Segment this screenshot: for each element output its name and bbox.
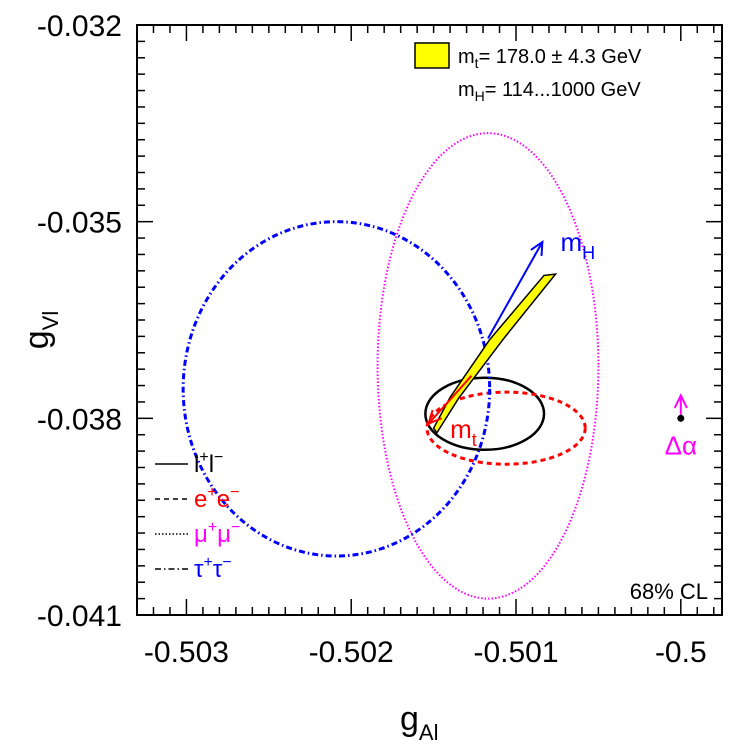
x-axis-label-sub: Al bbox=[419, 720, 439, 745]
legend-bottom: l+l− e+e− μ+μ− τ+τ− bbox=[155, 449, 240, 583]
axis-tick-labels: -0.503 -0.502 -0.501 -0.5 -0.032 -0.035 -0.038… bbox=[37, 10, 707, 669]
delta-alpha-label: Δα bbox=[665, 430, 697, 460]
y-tick-label: -0.035 bbox=[37, 207, 122, 240]
arrow-H-head bbox=[530, 239, 544, 257]
y-axis-label: gVl bbox=[18, 311, 63, 349]
arrow-H bbox=[487, 241, 544, 339]
legend-label-1: e+e− bbox=[194, 484, 239, 513]
legend-label-3: τ+τ− bbox=[194, 554, 232, 583]
delta-alpha-point bbox=[677, 414, 685, 422]
cl-label: 68% CL bbox=[630, 579, 708, 604]
y-tick-label: -0.041 bbox=[37, 600, 122, 633]
contour-1 bbox=[425, 390, 587, 466]
delta-alpha-arrow-head bbox=[673, 393, 688, 409]
x-tick-label: -0.5 bbox=[655, 636, 707, 669]
legend-band-swatch bbox=[414, 42, 450, 69]
y-axis-label-sub: Vl bbox=[38, 311, 63, 331]
legend-top: mt= 178.0 ± 4.3 GeV mH= 114...1000 GeV bbox=[414, 42, 642, 104]
legend-label-0: l+l− bbox=[194, 449, 223, 478]
arrow-t bbox=[427, 375, 473, 425]
arrow-t-head bbox=[427, 409, 443, 426]
x-tick-label: -0.502 bbox=[309, 636, 394, 669]
contour-3 bbox=[181, 220, 492, 558]
contour-0 bbox=[424, 376, 546, 452]
x-axis-label-main: g bbox=[400, 700, 419, 738]
x-axis-label: gAl bbox=[400, 700, 438, 745]
contour-curves bbox=[181, 132, 600, 600]
annotations: mH mt Δα bbox=[427, 227, 697, 460]
arrow-label-H: mH bbox=[561, 227, 596, 263]
x-tick-label: -0.503 bbox=[144, 636, 229, 669]
x-tick-label: -0.501 bbox=[473, 636, 558, 669]
axis-ticks bbox=[136, 24, 722, 616]
y-tick-label: -0.038 bbox=[37, 403, 122, 436]
arrow-label-t: mt bbox=[450, 414, 477, 450]
legend-mh: mH= 114...1000 GeV bbox=[458, 79, 641, 104]
y-axis-label-main: g bbox=[18, 330, 56, 349]
legend-mt: mt= 178.0 ± 4.3 GeV bbox=[458, 46, 642, 71]
contour-2 bbox=[376, 132, 600, 600]
legend-label-2: μ+μ− bbox=[194, 519, 240, 548]
sm-prediction-band bbox=[432, 273, 558, 435]
y-tick-label: -0.032 bbox=[37, 10, 122, 43]
